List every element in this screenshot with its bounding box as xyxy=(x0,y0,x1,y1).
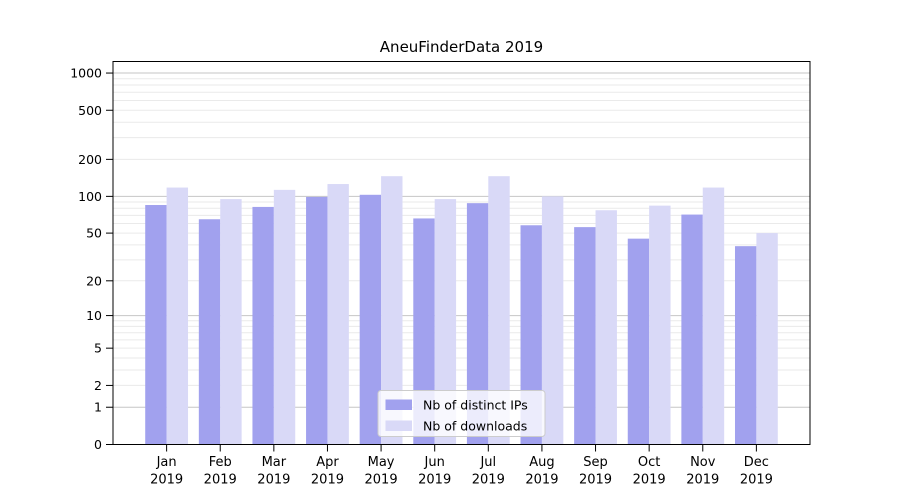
bar-jun-downloads xyxy=(434,199,457,445)
x-tick-label-month: Oct xyxy=(638,455,660,470)
bar-jul-downloads xyxy=(488,176,510,445)
bar-nov-downloads xyxy=(702,187,725,445)
bar-mar-distinct-ips xyxy=(252,206,274,445)
bar-dec-downloads xyxy=(756,233,778,445)
bar-apr-downloads xyxy=(327,184,349,445)
x-tick-label-year: 2019 xyxy=(472,473,505,488)
legend-swatch-distinct-ips xyxy=(385,399,412,410)
y-tick-label: 20 xyxy=(86,273,102,288)
y-tick-label: 2 xyxy=(94,378,102,393)
bar-may-downloads xyxy=(381,176,403,445)
bar-jan-distinct-ips xyxy=(145,205,167,445)
x-tick-label-month: Jun xyxy=(424,455,445,470)
x-tick-label-month: Jul xyxy=(479,455,496,470)
x-tick-label-year: 2019 xyxy=(686,473,719,488)
y-tick-label: 1 xyxy=(94,400,102,415)
x-tick-label-year: 2019 xyxy=(633,473,666,488)
legend: Nb of distinct IPs Nb of downloads xyxy=(377,390,546,437)
bar-dec-distinct-ips xyxy=(734,246,757,445)
y-tick-label: 500 xyxy=(78,103,102,118)
x-tick-label-year: 2019 xyxy=(579,473,612,488)
bar-feb-distinct-ips xyxy=(198,219,221,445)
y-tick-label: 100 xyxy=(78,189,102,204)
x-tick-label-month: May xyxy=(368,455,395,470)
x-tick-label-month: Feb xyxy=(209,455,232,470)
x-tick-label-month: Jan xyxy=(156,455,177,470)
bar-oct-downloads xyxy=(649,205,671,445)
bar-mar-downloads xyxy=(273,189,296,445)
bar-aug-distinct-ips xyxy=(520,225,542,445)
bar-jun-distinct-ips xyxy=(413,218,435,445)
x-tick-label-year: 2019 xyxy=(204,473,237,488)
bar-feb-downloads xyxy=(220,199,242,445)
y-tick-label: 50 xyxy=(86,226,102,241)
legend-swatch-downloads xyxy=(385,420,412,431)
bars xyxy=(145,176,778,445)
legend-label-downloads: Nb of downloads xyxy=(423,419,527,434)
x-tick-label-year: 2019 xyxy=(257,473,290,488)
axes: 0 1 2 5 10 20 50 100 200 500 1000 Jan 2019 Feb 2019 Mar… xyxy=(70,61,811,488)
x-tick-label-month: Sep xyxy=(583,455,608,470)
bar-aug-downloads xyxy=(541,196,564,445)
bar-sep-downloads xyxy=(595,210,617,445)
y-tick-label: 1000 xyxy=(70,66,102,81)
chart-title: AneuFinderData 2019 xyxy=(380,38,543,56)
x-tick-label-year: 2019 xyxy=(418,473,451,488)
legend-box xyxy=(377,390,546,437)
bar-nov-distinct-ips xyxy=(681,214,703,445)
x-tick-label-month: Nov xyxy=(690,455,716,470)
y-tick-label: 10 xyxy=(86,308,102,323)
bar-jul-distinct-ips xyxy=(466,203,489,445)
x-tick-label-year: 2019 xyxy=(365,473,398,488)
bar-may-distinct-ips xyxy=(359,194,382,445)
x-tick-label-year: 2019 xyxy=(150,473,183,488)
bar-oct-distinct-ips xyxy=(627,238,650,445)
y-tick-label: 200 xyxy=(78,152,102,167)
bar-sep-distinct-ips xyxy=(574,227,596,445)
bar-jan-downloads xyxy=(166,187,189,445)
x-tick-label-year: 2019 xyxy=(311,473,344,488)
x-tick-label-month: Dec xyxy=(744,455,769,470)
x-tick-label-month: Mar xyxy=(262,455,287,470)
plot-border xyxy=(112,61,811,445)
x-tick-label-month: Apr xyxy=(316,455,339,470)
legend-label-distinct-ips: Nb of distinct IPs xyxy=(423,398,528,413)
x-tick-label-year: 2019 xyxy=(740,473,773,488)
y-tick-label: 5 xyxy=(94,341,102,356)
y-tick-label: 0 xyxy=(94,437,102,452)
bar-apr-distinct-ips xyxy=(306,196,328,445)
x-tick-label-month: Aug xyxy=(529,455,554,470)
x-tick-label-year: 2019 xyxy=(525,473,558,488)
